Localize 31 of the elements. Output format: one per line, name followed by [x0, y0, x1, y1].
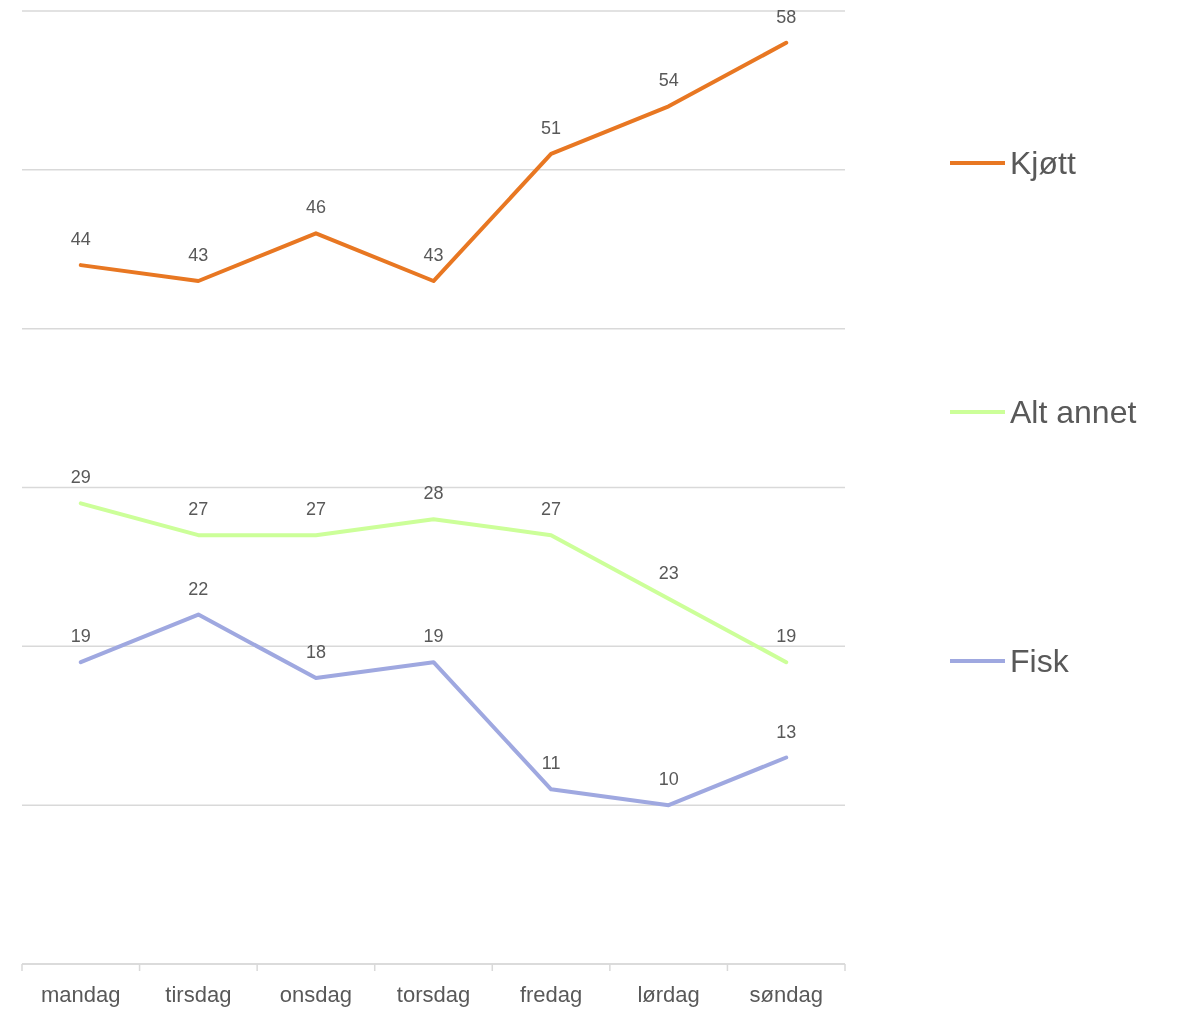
- data-label: 27: [188, 499, 209, 520]
- data-label: 13: [776, 721, 797, 742]
- data-label: 19: [776, 626, 797, 647]
- data-label: 18: [305, 642, 326, 663]
- data-label: 23: [658, 562, 679, 583]
- data-label: 11: [541, 753, 561, 774]
- data-label: 10: [658, 769, 679, 790]
- data-label: 43: [423, 245, 444, 266]
- data-label: 27: [541, 499, 562, 520]
- x-tick-label: torsdag: [396, 982, 471, 1007]
- data-label: 51: [541, 117, 562, 138]
- data-label: 54: [658, 70, 679, 91]
- legend-label: Kjøtt: [1010, 145, 1076, 182]
- data-label: 22: [188, 578, 209, 599]
- x-tick-label: lørdag: [637, 982, 700, 1007]
- x-tick-label: mandag: [41, 982, 121, 1007]
- legend-label: Fisk: [1010, 643, 1070, 680]
- x-tick-label: onsdag: [279, 982, 353, 1007]
- data-label: 43: [188, 245, 209, 266]
- legend-label: Alt annet: [1010, 394, 1137, 431]
- x-tick-label: tirsdag: [165, 982, 232, 1007]
- data-label: 28: [423, 483, 444, 504]
- data-label: 46: [305, 197, 326, 218]
- data-label: 29: [70, 467, 91, 488]
- data-label: 19: [423, 626, 444, 647]
- x-tick-label: søndag: [749, 982, 823, 1007]
- data-label: 58: [776, 6, 797, 27]
- data-label: 27: [305, 499, 326, 520]
- data-label: 44: [70, 229, 91, 250]
- data-label: 19: [70, 626, 91, 647]
- x-tick-label: fredag: [519, 982, 583, 1007]
